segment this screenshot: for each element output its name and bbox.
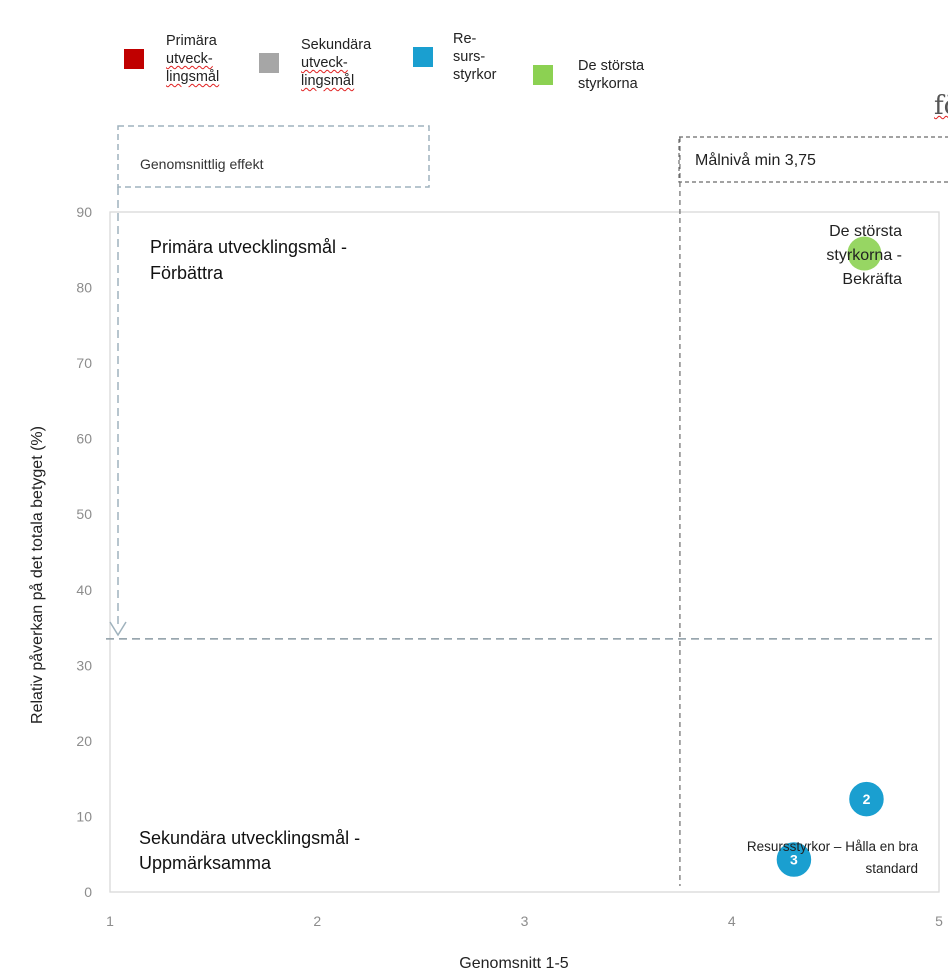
quadrant-label-top-right: De största styrkorna -Bekräfta	[826, 223, 902, 288]
data-point-label: 3	[790, 852, 798, 868]
y-tick-label: 30	[76, 657, 92, 673]
target-level-callout-box	[678, 136, 948, 183]
legend-swatch-secondary	[259, 53, 279, 73]
y-tick-label: 50	[76, 506, 92, 522]
y-tick-label: 20	[76, 733, 92, 749]
y-tick-label: 60	[76, 431, 92, 447]
legend-swatch-primary	[124, 49, 144, 69]
y-tick-label: 40	[76, 582, 92, 598]
data-point	[847, 780, 886, 818]
quadrant-label-bottom-right: Resursstyrkor – Hålla en bra standard	[747, 839, 919, 876]
x-tick-label: 5	[935, 913, 943, 929]
legend-item-strongest: De största styrkorna	[533, 57, 644, 93]
avg-effect-callout-box	[117, 125, 430, 188]
data-point	[775, 840, 813, 879]
y-tick-label: 10	[76, 808, 92, 824]
quadrant-label-bottom-left: Sekundära utvecklingsmål -Uppmärksamma	[139, 828, 360, 873]
arrow-down-icon	[109, 621, 127, 637]
y-tick-label: 90	[76, 204, 92, 220]
legend-swatch-strongest	[533, 65, 553, 85]
legend-label-strongest: De största styrkorna	[578, 58, 645, 92]
legend-label-resource: Re- surs- styrkor	[453, 31, 497, 83]
x-tick-label: 2	[313, 913, 321, 929]
legend-item-primary: Primära utveck- lingsmål	[124, 32, 219, 86]
data-point	[847, 236, 882, 271]
legend-item-secondary: Sekundära utveck- lingsmål	[259, 36, 371, 90]
x-tick-label: 4	[728, 913, 736, 929]
legend-swatch-resource	[413, 47, 433, 67]
y-tick-label: 0	[84, 884, 92, 900]
corner-fragment-text: fö	[934, 91, 948, 121]
legend-label-secondary: Sekundära utveck- lingsmål	[301, 37, 372, 89]
y-tick-label: 70	[76, 355, 92, 371]
avg-effect-label: Genomsnittlig effekt	[140, 156, 264, 172]
x-tick-label: 3	[521, 913, 529, 929]
legend-item-resource: Re- surs- styrkor	[413, 30, 497, 84]
plot-area-frame	[109, 211, 940, 893]
target-level-label: Målnivå min 3,75	[695, 151, 816, 169]
data-point-label: 2	[863, 791, 871, 807]
x-axis-title: Genomsnitt 1-5	[459, 955, 568, 972]
x-tick-label: 1	[106, 913, 114, 929]
legend-label-primary: Primära utveck- lingsmål	[166, 33, 220, 85]
y-tick-label: 80	[76, 280, 92, 296]
y-axis-title: Relativ påverkan på det totala betyget (…	[28, 426, 46, 724]
quadrant-label-top-left: Primära utvecklingsmål -Förbättra	[150, 237, 347, 283]
